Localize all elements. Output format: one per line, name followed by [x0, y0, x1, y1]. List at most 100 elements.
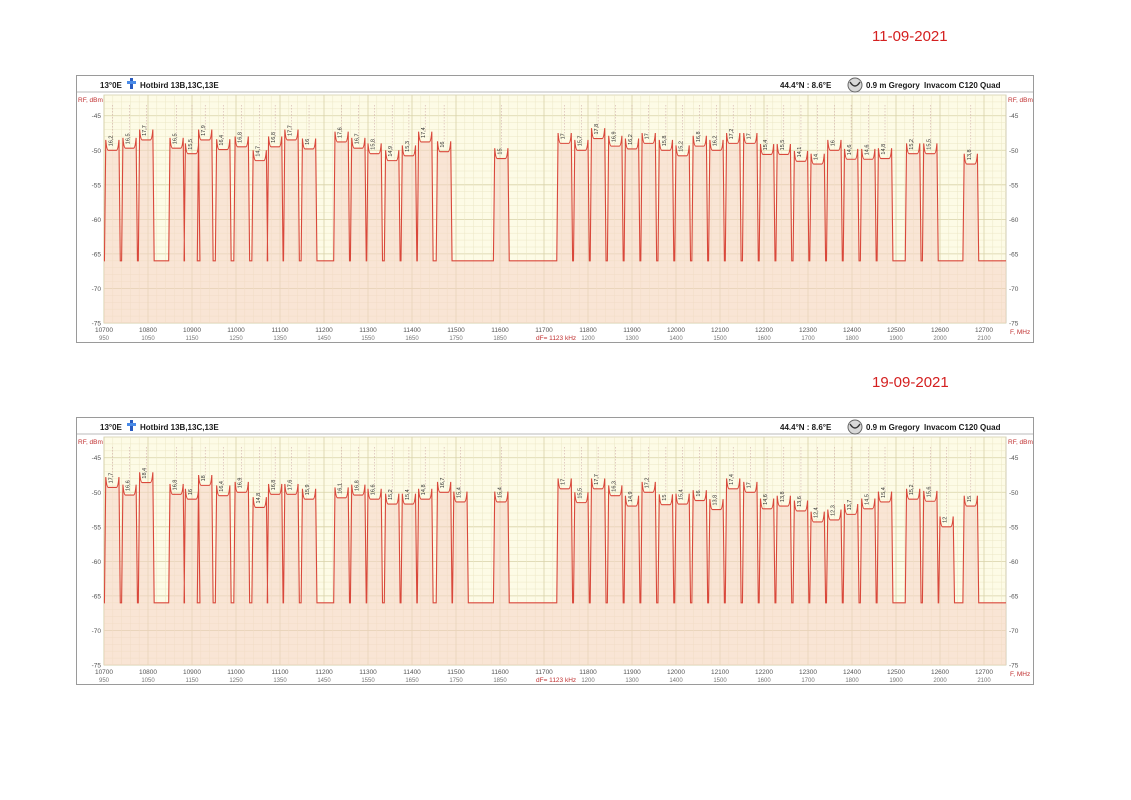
carrier-cn-label: 14,6 — [847, 145, 853, 156]
x-tick-label: 11400 — [403, 669, 421, 676]
y-tick-label: -70 — [92, 286, 102, 293]
carrier-cn-label: 15 — [967, 496, 973, 502]
if-tick-label: 1150 — [186, 336, 200, 342]
dish-icon-circle — [847, 77, 863, 93]
if-tick-label: 1500 — [713, 678, 727, 684]
if-tick-label: 2000 — [933, 678, 947, 684]
carrier-cn-label: 16,4 — [219, 135, 225, 146]
carrier-cn-label: 15,5 — [780, 140, 786, 151]
y-tick-label-right: -60 — [1009, 559, 1019, 566]
spectrum-fill — [104, 128, 1006, 323]
carrier-cn-label: 17 — [746, 133, 752, 139]
carrier-cn-label: 17,4 — [729, 474, 735, 485]
if-tick-label: 1200 — [581, 336, 595, 342]
if-tick-label: 1550 — [361, 678, 375, 684]
if-tick-label: 2100 — [977, 678, 991, 684]
carrier-cn-label: 16,7 — [354, 133, 360, 144]
x-tick-label: 10700 — [95, 669, 113, 676]
x-tick-label: 11800 — [579, 669, 597, 676]
x-tick-label: 12500 — [887, 327, 905, 334]
x-tick-label: 12200 — [755, 327, 773, 334]
x-tick-label: 12300 — [799, 669, 817, 676]
resolution-label: dF= 1123 kHz — [536, 335, 576, 342]
y-tick-label-right: -65 — [1009, 251, 1019, 258]
if-tick-label: 1150 — [186, 678, 200, 684]
carrier-cn-label: 16 — [188, 489, 194, 495]
carrier-cn-label: 17,7 — [108, 473, 114, 484]
if-tick-label: 1450 — [317, 336, 331, 342]
carrier-cn-label: 15,8 — [371, 139, 377, 150]
carrier-cn-label: 15,2 — [388, 489, 394, 500]
carrier-cn-label: 15,4 — [456, 487, 462, 498]
carrier-cn-label: 16,8 — [696, 131, 702, 142]
y-tick-label: -60 — [92, 217, 102, 224]
x-tick-label: 11100 — [271, 327, 288, 334]
carrier-cn-label: 13,7 — [847, 500, 853, 511]
carrier-cn-label: 13,8 — [712, 495, 718, 506]
if-tick-label: 1250 — [229, 678, 243, 684]
carrier-cn-label: 15,4 — [763, 140, 769, 151]
satellite-icon-panel — [127, 423, 136, 426]
header-lnb: Invacom C120 Quad — [924, 423, 1001, 432]
carrier-cn-label: 16,5 — [173, 133, 179, 144]
if-tick-label: 1450 — [317, 678, 331, 684]
carrier-cn-label: 17,6 — [287, 480, 293, 491]
satellite-icon — [127, 78, 136, 89]
if-tick-label: 1350 — [273, 678, 287, 684]
x-tick-label: 11000 — [227, 669, 245, 676]
carrier-cn-label: 17 — [561, 133, 567, 139]
if-tick-label: 1750 — [449, 678, 463, 684]
x-tick-label: 11200 — [315, 327, 333, 334]
carrier-cn-label: 16,8 — [271, 132, 277, 143]
header-location: 44.4°N : 8.6°E — [780, 81, 832, 90]
carrier-cn-label: 16,2 — [108, 136, 114, 147]
y-tick-label: -50 — [92, 490, 102, 497]
carrier-cn-label: 16,7 — [440, 478, 446, 489]
spectrum-trace — [103, 472, 1006, 604]
y-tick-label: -55 — [92, 524, 102, 531]
carrier-cn-label: 17,4 — [421, 127, 427, 138]
x-tick-label: 12400 — [843, 327, 861, 334]
if-tick-label: 1050 — [141, 336, 155, 342]
carrier-cn-label: 15,2 — [679, 141, 685, 152]
x-tick-label: 12000 — [667, 669, 685, 676]
carrier-cn-label: 16,4 — [219, 481, 225, 492]
x-tick-label: 11300 — [359, 327, 377, 334]
if-tick-label: 1300 — [625, 678, 639, 684]
carrier-cn-label: 16 — [696, 490, 702, 496]
header-location: 44.4°N : 8.6°E — [780, 423, 832, 432]
carrier-cn-label: 14 — [814, 154, 820, 160]
dish-icon-circle — [847, 419, 863, 435]
y-axis-label-left: RF, dBm — [78, 439, 103, 446]
y-tick-label: -45 — [92, 113, 102, 120]
x-tick-label: 12600 — [931, 327, 949, 334]
if-tick-label: 1750 — [449, 336, 463, 342]
carrier-cn-label: 16,1 — [338, 483, 344, 494]
x-tick-label: 11000 — [227, 327, 245, 334]
carrier-cn-label: 16,2 — [712, 136, 718, 147]
if-tick-label: 1800 — [845, 678, 859, 684]
carrier-cn-label: 18 — [201, 475, 207, 481]
if-tick-label: 1850 — [493, 336, 507, 342]
carrier-cn-label: 12,3 — [830, 505, 836, 516]
if-tick-label: 1800 — [845, 336, 859, 342]
if-tick-label: 1300 — [625, 336, 639, 342]
carrier-cn-label: 12 — [943, 517, 949, 523]
dish-icon — [847, 77, 863, 93]
if-tick-label: 1250 — [229, 336, 243, 342]
carrier-cn-label: 16 — [440, 142, 446, 148]
carrier-cn-label: 15,4 — [881, 487, 887, 498]
carrier-cn-label: 14,6 — [763, 494, 769, 505]
carrier-cn-label: 14,9 — [388, 146, 394, 157]
if-tick-label: 1550 — [361, 336, 375, 342]
x-tick-label: 11400 — [403, 327, 421, 334]
carrier-cn-label: 15,4 — [679, 489, 685, 500]
spectrum-panel-1: 13°0E Hotbird 13B,13C,13E 44.4°N : 8.6°E 0.… — [76, 75, 1034, 343]
carrier-cn-label: 17,7 — [594, 474, 600, 485]
carrier-cn-label: 15,5 — [188, 139, 194, 150]
x-tick-label: 12100 — [711, 327, 729, 334]
carrier-cn-label: 17,7 — [287, 125, 293, 136]
carrier-cn-label: 15,6 — [926, 487, 932, 498]
y-tick-label: -70 — [92, 628, 102, 635]
x-axis-label: F, MHz — [1010, 671, 1030, 678]
